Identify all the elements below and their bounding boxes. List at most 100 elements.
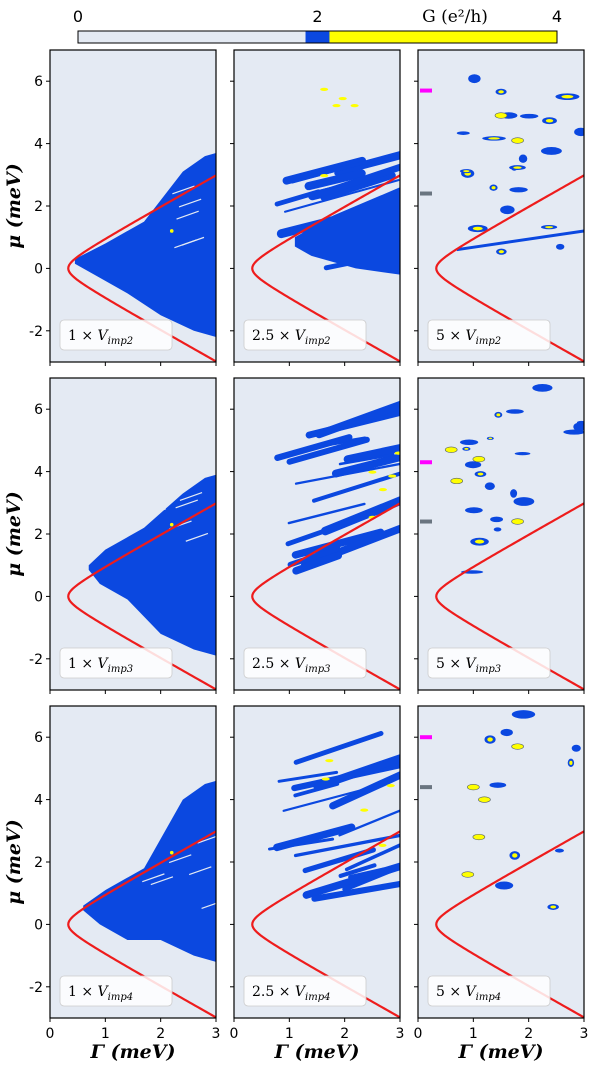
axis-labels: μ (meV) μ (meV) μ (meV) Γ (meV) Γ (meV) Γ (me… <box>3 163 544 1063</box>
g4-spot <box>491 186 496 190</box>
gap-streak <box>175 499 198 509</box>
g4-spot <box>478 796 491 803</box>
g2-island <box>509 187 528 193</box>
gap-streak <box>197 835 216 844</box>
g4-spot <box>561 95 574 99</box>
g4-spot <box>388 474 397 478</box>
g4-spot <box>498 90 504 94</box>
g4-spot <box>467 784 480 791</box>
y-axis-title: μ (meV) <box>3 819 25 904</box>
g2-island <box>514 452 531 456</box>
g4-spot <box>368 470 377 474</box>
colorbar-segment-mid <box>305 31 330 43</box>
g4-spot <box>550 905 557 909</box>
g2-band <box>311 880 400 902</box>
panel-label: 2.5 × Vimp2 <box>252 328 330 347</box>
g2-island <box>563 429 584 435</box>
panel: 5 × Vimp4 0 1 2 3 <box>414 705 588 1042</box>
g2-island <box>510 489 518 498</box>
g4-spot <box>450 477 464 485</box>
gap-streak <box>150 876 174 886</box>
g2-island <box>520 113 539 119</box>
g2-band <box>285 508 383 547</box>
g2-band <box>273 823 356 852</box>
g2-island <box>489 782 507 788</box>
g2-band <box>344 843 400 872</box>
g2-island <box>532 384 553 392</box>
g4-spot <box>545 226 554 229</box>
g2-band <box>282 789 362 812</box>
g2-band <box>456 229 584 252</box>
g2-band <box>329 771 400 810</box>
g2-band <box>282 156 367 185</box>
g2-island <box>518 154 528 163</box>
panel-label: 1 × Vimp4 <box>68 984 133 1003</box>
y-tick-label: 0 <box>34 589 43 605</box>
g2-band <box>283 179 400 213</box>
gap-streak <box>181 236 205 246</box>
conductance-map <box>251 87 400 362</box>
panel-label-box <box>427 975 551 1007</box>
colorbar-tick-label: 0 <box>73 7 83 26</box>
g4-spot <box>487 737 493 742</box>
g2-island <box>571 744 581 752</box>
y-tick-label: 0 <box>34 917 43 933</box>
g2-region <box>294 187 400 275</box>
g2-island <box>456 131 470 135</box>
panel-label-box <box>427 647 551 679</box>
panel-label-box <box>59 975 173 1007</box>
panel-label-box <box>243 647 367 679</box>
panel-label: 5 × Vimp4 <box>436 984 501 1003</box>
g2-band <box>294 462 400 485</box>
g2-island <box>493 527 502 532</box>
g2-island <box>574 127 584 137</box>
g2-island <box>468 74 481 84</box>
g2-band <box>277 770 339 783</box>
y-tick-label: -2 <box>29 980 43 996</box>
colorbar: 0 2 4 G (e²/h) <box>73 7 562 44</box>
g2-band <box>304 169 366 191</box>
panel-grid: 1 × Vimp2 -2 0 2 4 6 2.5 × Vimp2 5 × Vimp2 1 × V… <box>29 49 588 1042</box>
panel: 2.5 × Vimp4 0 1 2 3 <box>230 705 404 1042</box>
g2-band <box>320 172 396 201</box>
g4-spot <box>512 853 518 858</box>
g2-band <box>313 754 400 791</box>
g2-region <box>83 780 216 962</box>
colorbar-frame <box>77 30 558 44</box>
g2-island <box>459 439 479 446</box>
g2-band <box>274 434 353 461</box>
panel-background <box>234 706 400 1018</box>
gap-streak <box>201 902 216 910</box>
y-tick-label: -2 <box>29 652 43 668</box>
x-tick-label: 2 <box>524 1026 533 1042</box>
g2-island <box>540 147 562 155</box>
x-tick-label: 1 <box>101 1026 110 1042</box>
g2-band <box>292 551 343 575</box>
gap-streak <box>185 532 209 542</box>
y-tick-label: 4 <box>34 465 43 481</box>
g4-spot <box>513 166 522 169</box>
panel: 1 × Vimp3 -2 0 2 4 6 <box>29 377 217 694</box>
g2-island <box>513 497 535 506</box>
g4-spot <box>320 87 329 92</box>
x-tick-label: 2 <box>156 1026 165 1042</box>
g4-spot <box>511 743 524 750</box>
gap-streak <box>172 185 195 195</box>
panel-background <box>418 50 584 362</box>
colorbar-title: G (e²/h) <box>422 7 488 27</box>
g4-spot <box>394 451 400 455</box>
y-tick-label: 4 <box>34 137 43 153</box>
g4-spot <box>378 843 387 848</box>
g4-spot <box>386 784 395 788</box>
x-tick-label: 2 <box>340 1026 349 1042</box>
x-tick-label: 0 <box>414 1026 423 1042</box>
conductance-map <box>435 384 584 690</box>
gap-streak <box>178 198 202 208</box>
x-tick-label: 1 <box>469 1026 478 1042</box>
conductance-map <box>251 400 400 690</box>
g2-island <box>556 243 565 250</box>
x-axis-title: Γ (meV) <box>273 1041 359 1063</box>
y-tick-label: -2 <box>29 324 43 340</box>
g4-spot <box>488 437 493 440</box>
